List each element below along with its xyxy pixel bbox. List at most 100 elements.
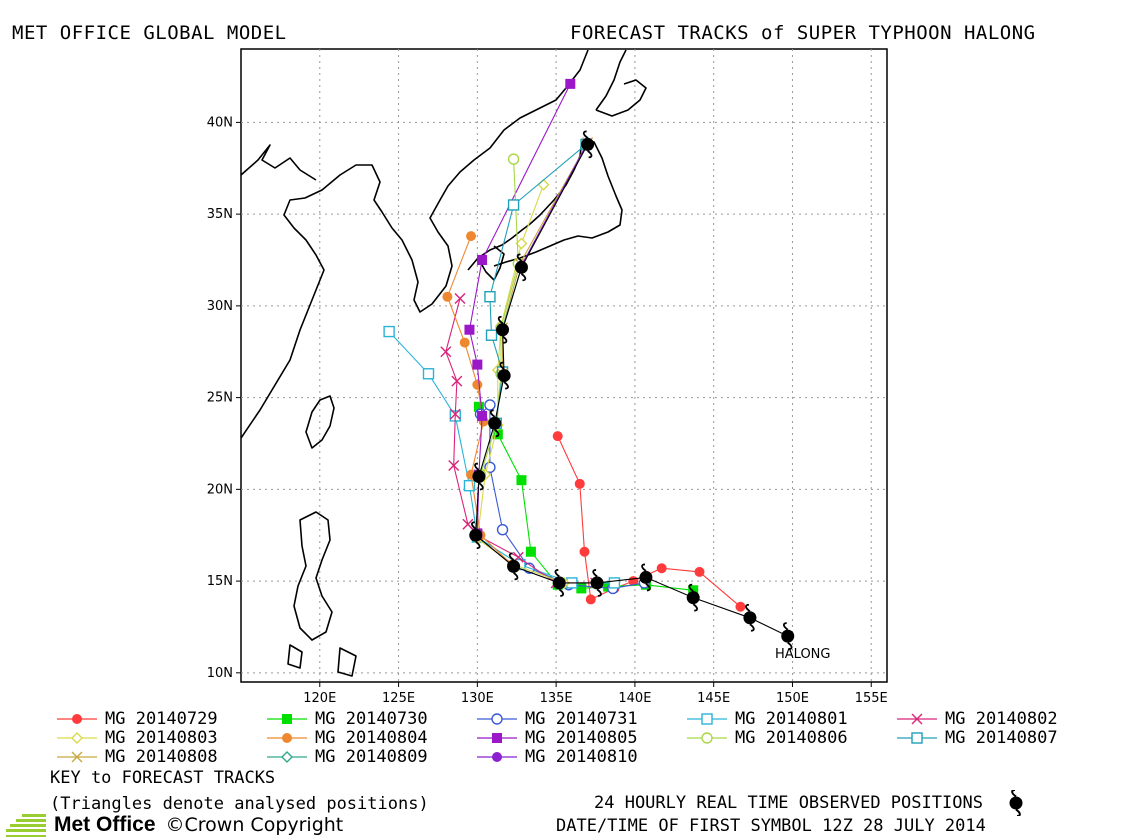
track-point-marker [442, 291, 453, 302]
track-point-marker [451, 375, 463, 387]
model-title: MET OFFICE GLOBAL MODEL [12, 22, 287, 44]
lon-tick-label: 155E [855, 691, 888, 706]
lat-tick-label: 15N [207, 574, 233, 589]
track-point-marker [473, 401, 484, 412]
typhoon-icon [488, 409, 502, 438]
track-point-marker [694, 566, 705, 577]
coast-kyushu [477, 245, 505, 281]
legend-item: MG 20140807 [895, 728, 1058, 748]
lon-tick-label: 145E [697, 691, 730, 706]
legend-item: MG 20140809 [265, 747, 428, 767]
observed-track [469, 130, 795, 651]
track-point-marker [281, 751, 293, 763]
track-point-marker [579, 546, 590, 557]
typhoon-icon [507, 552, 521, 581]
map-frame [240, 48, 888, 683]
legend-item: MG 20140808 [55, 747, 218, 767]
track-point-marker [492, 733, 502, 743]
track-point-marker [282, 714, 292, 724]
legend-swatch [267, 751, 307, 763]
typhoon-icon [743, 603, 757, 632]
track-point-marker [525, 546, 536, 557]
legend-item: MG 20140801 [685, 709, 848, 729]
lat-tick-label: 20N [207, 482, 233, 497]
legend-swatch [477, 713, 517, 725]
typhoon-icon [552, 569, 566, 597]
track-point-marker [472, 379, 483, 390]
lon-tick-label: 140E [618, 691, 651, 706]
coast-mindoro [287, 644, 303, 669]
lon-tick-label: 130E [461, 691, 494, 706]
lon-tick-label: 135E [540, 691, 573, 706]
observed-note-text: 24 HOURLY REAL TIME OBSERVED POSITIONS [594, 793, 983, 813]
legend-swatch [57, 751, 97, 763]
track-point-marker [71, 732, 83, 744]
legend-label: MG 20140730 [315, 709, 428, 729]
track-point-marker [576, 583, 587, 594]
track-point-marker [552, 431, 563, 442]
coast-bohai [241, 144, 317, 181]
typhoon-icon [514, 253, 528, 282]
lat-tick-label: 25N [207, 391, 233, 406]
track-point-marker [492, 752, 502, 762]
typhoon-icon [581, 130, 595, 159]
track-point-marker [472, 359, 483, 370]
typhoon-icon [1009, 789, 1023, 817]
track-point-marker [463, 479, 476, 492]
lon-tick-label: 120E [303, 691, 336, 706]
track-point-marker [608, 577, 621, 589]
typhoon-icon [639, 563, 653, 592]
typhoon-icon [781, 622, 795, 651]
legend-label: MG 20140809 [315, 747, 428, 767]
legend-swatch [897, 713, 937, 725]
legend-label: MG 20140801 [735, 709, 848, 729]
legend-swatch [267, 733, 307, 743]
track-point-marker [485, 329, 498, 341]
track-point-marker [440, 346, 452, 358]
typhoon-icon [472, 462, 486, 491]
coast-luzon [293, 511, 333, 641]
legend-label: MG 20140803 [105, 728, 218, 748]
typhoon-icon [686, 583, 700, 612]
track-point-marker [282, 733, 292, 743]
typhoon-icon [590, 569, 604, 597]
track-point-marker [71, 751, 83, 763]
typhoon-icon [469, 521, 483, 550]
legend-item: MG 20140731 [475, 709, 638, 729]
track-point-marker [515, 237, 528, 250]
legend-label: MG 20140731 [525, 709, 638, 729]
track-point-marker [449, 408, 461, 420]
legend-item: MG 20140803 [55, 728, 218, 748]
track-point-marker [656, 563, 667, 574]
track-point-marker [466, 231, 477, 242]
brand-name: Met Office [54, 813, 156, 836]
met-office-logo-icon [6, 814, 46, 837]
legend-swatch [897, 732, 937, 744]
legend-label: MG 20140802 [945, 709, 1058, 729]
legend-label: MG 20140805 [525, 728, 638, 748]
track-point-marker [422, 368, 435, 380]
legend-swatch [57, 732, 97, 744]
key-title: KEY to FORECAST TRACKS [50, 768, 276, 788]
chart-title: FORECAST TRACKS of SUPER TYPHOON HALONG [570, 22, 1036, 44]
track-point-marker [507, 199, 520, 211]
lat-tick-label: 30N [207, 299, 233, 314]
track-point-marker [491, 713, 503, 725]
track-point-marker [454, 293, 466, 305]
coast-japan-hokkaido [595, 49, 647, 117]
track-point-marker [448, 460, 460, 471]
legend-label: MG 20140808 [105, 747, 218, 767]
key-note: (Triangles denote analysed positions) [50, 794, 429, 814]
track-point-marker [496, 524, 509, 536]
track-point-marker [477, 255, 488, 265]
legend-item: MG 20140802 [895, 709, 1058, 729]
legend-label: MG 20140804 [315, 728, 428, 748]
legend-item: MG 20140810 [475, 747, 638, 767]
track-point-marker [516, 475, 527, 486]
track-point-marker [574, 478, 585, 489]
legend-item: MG 20140730 [265, 709, 428, 729]
track-point-marker [911, 713, 923, 725]
legend-swatch [267, 714, 307, 724]
track-point-marker [565, 78, 576, 89]
